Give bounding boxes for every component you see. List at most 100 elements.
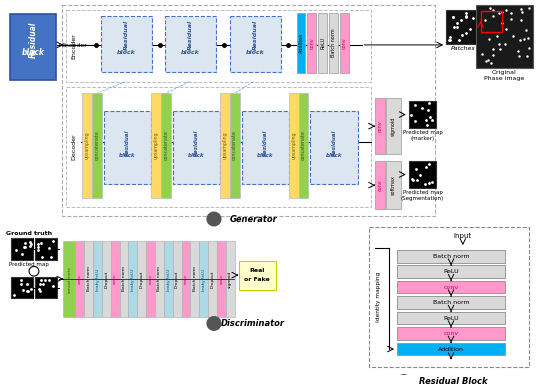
- Text: or: or: [31, 269, 37, 274]
- Text: Residual: Residual: [253, 20, 258, 50]
- Text: Encoder: Encoder: [72, 33, 77, 59]
- Text: (marker): (marker): [411, 136, 434, 141]
- Text: block: block: [257, 153, 273, 157]
- Circle shape: [29, 266, 39, 276]
- Text: Residual: Residual: [29, 22, 38, 58]
- FancyBboxPatch shape: [110, 241, 120, 317]
- FancyBboxPatch shape: [329, 13, 338, 73]
- FancyBboxPatch shape: [397, 281, 505, 293]
- Text: Dropout: Dropout: [104, 270, 108, 288]
- FancyBboxPatch shape: [11, 238, 33, 260]
- Text: upsampling: upsampling: [291, 132, 296, 159]
- Text: Ground truth: Ground truth: [6, 231, 52, 236]
- Text: Residual: Residual: [262, 129, 268, 156]
- Text: Original: Original: [492, 71, 516, 75]
- Text: ReLU: ReLU: [443, 316, 459, 321]
- Text: concatenate: concatenate: [232, 130, 237, 161]
- Text: Predicted map: Predicted map: [403, 190, 443, 195]
- Text: Dropout: Dropout: [211, 270, 215, 288]
- FancyBboxPatch shape: [161, 93, 171, 198]
- Text: Real: Real: [250, 268, 265, 273]
- Text: conv: conv: [309, 37, 314, 49]
- FancyBboxPatch shape: [102, 241, 110, 317]
- FancyBboxPatch shape: [104, 111, 151, 184]
- FancyBboxPatch shape: [397, 296, 505, 309]
- Text: Input: Input: [454, 234, 472, 239]
- Text: Residual: Residual: [194, 129, 199, 156]
- Text: upsampling: upsampling: [154, 132, 158, 159]
- FancyBboxPatch shape: [340, 13, 349, 73]
- FancyBboxPatch shape: [101, 16, 152, 72]
- Text: Addition: Addition: [438, 347, 464, 352]
- FancyBboxPatch shape: [75, 241, 84, 317]
- Text: conv: conv: [113, 274, 117, 284]
- Text: concatenate: concatenate: [67, 266, 71, 293]
- FancyBboxPatch shape: [375, 98, 385, 154]
- Text: c: c: [402, 377, 406, 386]
- FancyBboxPatch shape: [93, 241, 102, 317]
- FancyBboxPatch shape: [128, 241, 137, 317]
- FancyBboxPatch shape: [220, 93, 230, 198]
- FancyBboxPatch shape: [446, 10, 481, 44]
- FancyBboxPatch shape: [165, 16, 216, 72]
- Text: Batch norm: Batch norm: [122, 266, 126, 291]
- Text: Batch norm: Batch norm: [193, 266, 197, 291]
- Text: block: block: [326, 153, 342, 157]
- Text: ReLU: ReLU: [443, 269, 459, 274]
- FancyBboxPatch shape: [409, 101, 436, 128]
- Text: a: a: [211, 215, 217, 223]
- FancyBboxPatch shape: [409, 161, 436, 188]
- Text: block: block: [22, 48, 45, 57]
- Text: upsampling: upsampling: [222, 132, 227, 159]
- Text: block: block: [181, 50, 200, 55]
- Text: softmax: softmax: [391, 175, 396, 195]
- FancyBboxPatch shape: [172, 111, 220, 184]
- Text: Generator: Generator: [230, 215, 277, 223]
- FancyBboxPatch shape: [239, 261, 276, 290]
- FancyBboxPatch shape: [64, 241, 75, 317]
- Text: Residual: Residual: [125, 129, 130, 156]
- Text: block: block: [117, 50, 136, 55]
- FancyBboxPatch shape: [386, 161, 401, 209]
- FancyBboxPatch shape: [182, 241, 190, 317]
- FancyBboxPatch shape: [190, 241, 199, 317]
- Text: conv: conv: [444, 331, 459, 336]
- Text: conv: conv: [78, 274, 82, 284]
- FancyBboxPatch shape: [299, 93, 308, 198]
- Text: Phase image: Phase image: [484, 76, 524, 81]
- Text: Residual: Residual: [188, 20, 193, 50]
- Text: Residual Block: Residual Block: [419, 377, 487, 386]
- FancyBboxPatch shape: [208, 241, 217, 317]
- Text: LeakyReLU: LeakyReLU: [95, 267, 99, 291]
- FancyBboxPatch shape: [296, 13, 306, 73]
- Text: LeakyReLU: LeakyReLU: [202, 267, 206, 291]
- FancyBboxPatch shape: [82, 93, 92, 198]
- FancyBboxPatch shape: [10, 14, 56, 80]
- FancyBboxPatch shape: [151, 93, 161, 198]
- Text: Identity mapping: Identity mapping: [376, 272, 381, 322]
- Text: Addition: Addition: [299, 33, 303, 53]
- Text: b: b: [211, 319, 217, 328]
- FancyBboxPatch shape: [172, 241, 182, 317]
- Text: Dropout: Dropout: [175, 270, 179, 288]
- FancyBboxPatch shape: [199, 241, 208, 317]
- Circle shape: [207, 317, 221, 330]
- FancyBboxPatch shape: [289, 93, 299, 198]
- Text: conv: conv: [219, 274, 223, 284]
- Text: ReLU: ReLU: [320, 37, 325, 49]
- Text: LeakyReLU: LeakyReLU: [166, 267, 170, 291]
- Text: Discriminator: Discriminator: [222, 319, 285, 328]
- Text: Residual: Residual: [124, 20, 129, 50]
- FancyBboxPatch shape: [164, 241, 172, 317]
- Text: sigmoid: sigmoid: [228, 270, 232, 288]
- FancyBboxPatch shape: [226, 241, 234, 317]
- Text: Predicted map: Predicted map: [403, 130, 443, 135]
- FancyBboxPatch shape: [475, 5, 533, 68]
- Text: concatenate: concatenate: [94, 130, 99, 161]
- FancyBboxPatch shape: [397, 250, 505, 262]
- Text: block: block: [246, 50, 265, 55]
- Text: conv: conv: [444, 285, 459, 290]
- FancyBboxPatch shape: [241, 111, 289, 184]
- Text: block: block: [188, 153, 204, 157]
- FancyBboxPatch shape: [318, 13, 327, 73]
